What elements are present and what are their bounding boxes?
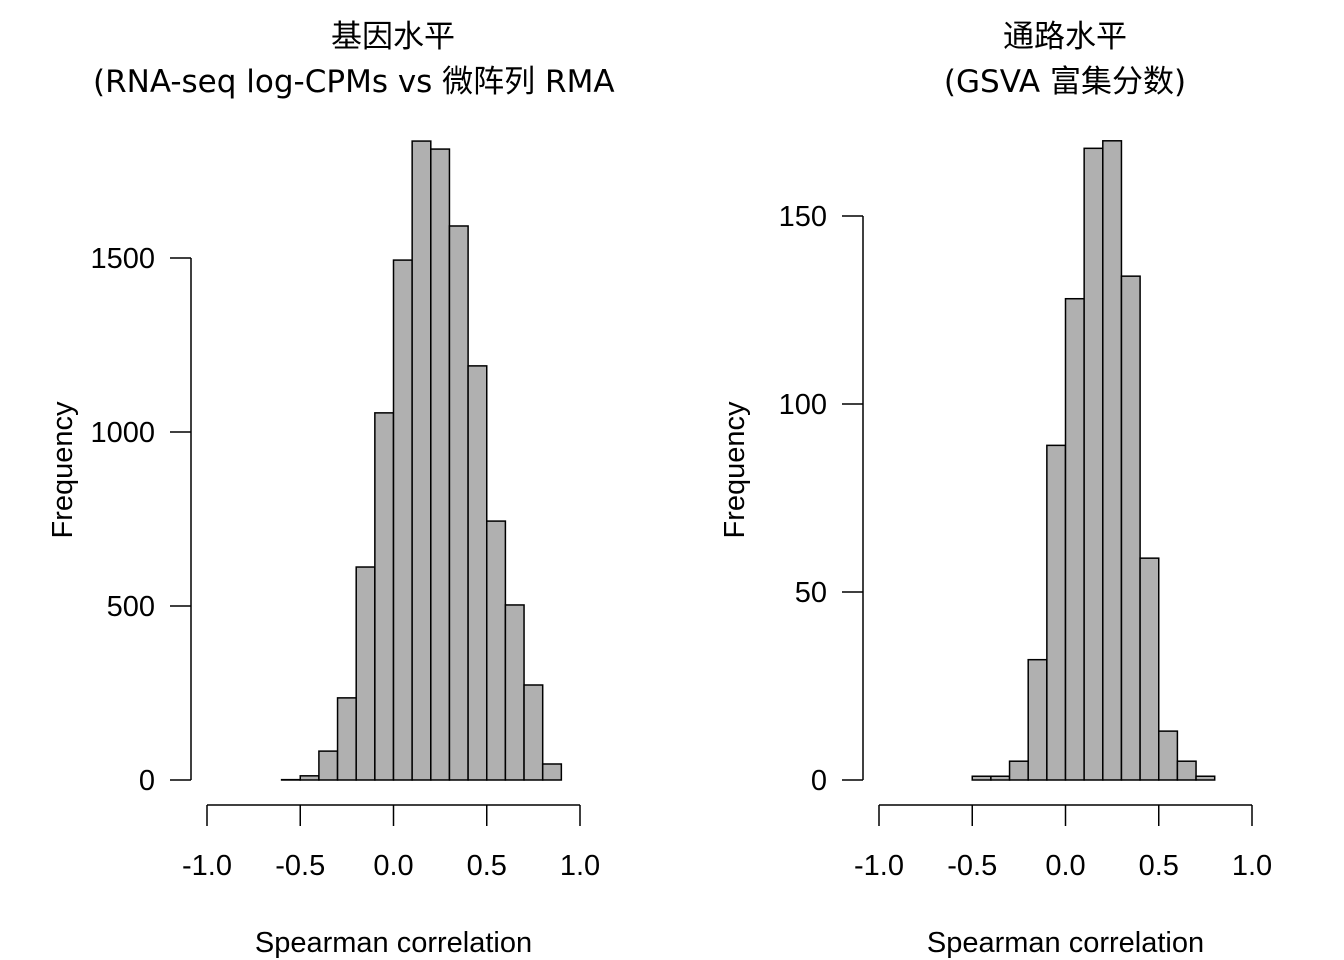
x-tick-label: 0.0 bbox=[1045, 850, 1085, 882]
panel-pathway-level: 通路水平 (GSVA 富集分数) -1.0 -0.5 0.0 0.5 1.0 0 50 100… bbox=[719, 19, 1272, 959]
x-axis-label: Spearman correlation bbox=[927, 927, 1204, 959]
histogram-bar bbox=[1102, 140, 1123, 781]
y-axis-label: Frequency bbox=[47, 401, 79, 539]
y-tick-label: 100 bbox=[779, 389, 827, 421]
x-tick-label: -1.0 bbox=[854, 850, 904, 882]
x-tick-label: -0.5 bbox=[275, 850, 325, 882]
x-tick-label: -0.5 bbox=[947, 850, 997, 882]
histogram-bar bbox=[336, 697, 357, 781]
histogram-bar bbox=[1008, 760, 1029, 781]
y-tick-label: 1000 bbox=[90, 417, 155, 449]
histogram-bar bbox=[1027, 658, 1048, 781]
histogram-bar bbox=[411, 140, 432, 781]
histogram-bar bbox=[430, 148, 451, 781]
histogram-bar bbox=[541, 763, 563, 781]
histogram-bar bbox=[318, 750, 339, 781]
histogram-bar bbox=[486, 520, 507, 781]
histogram-bar bbox=[504, 604, 525, 781]
histogram-bar bbox=[1083, 147, 1104, 781]
y-tick-label: 50 bbox=[795, 577, 827, 609]
panel-gene-level: 基因水平 (RNA-seq log-CPMs vs 微阵列 RMA -1.0 -0… bbox=[47, 19, 615, 959]
histogram-bar bbox=[990, 775, 1011, 781]
histogram-bar bbox=[971, 775, 992, 781]
x-tick-label: 0.0 bbox=[373, 850, 413, 882]
y-tick-label: 0 bbox=[139, 765, 155, 797]
chart-title: 基因水平 bbox=[331, 19, 455, 55]
histogram-bar bbox=[523, 684, 544, 781]
histogram-bar bbox=[374, 412, 395, 781]
histogram-bar bbox=[1064, 297, 1085, 781]
x-tick-label: 0.5 bbox=[467, 850, 507, 882]
chart-subtitle: (GSVA 富集分数) bbox=[944, 64, 1186, 100]
y-tick-label: 150 bbox=[779, 201, 827, 233]
histogram-bar bbox=[355, 566, 376, 781]
chart-subtitle: (RNA-seq log-CPMs vs 微阵列 RMA bbox=[93, 64, 615, 100]
x-tick-label: -1.0 bbox=[182, 850, 232, 882]
x-tick-label: 0.5 bbox=[1139, 850, 1179, 882]
histogram-bar bbox=[1195, 775, 1216, 781]
histogram-bar bbox=[299, 775, 320, 781]
y-tick-label: 0 bbox=[811, 765, 827, 797]
x-tick-label: 1.0 bbox=[560, 850, 600, 882]
histogram-bar bbox=[1139, 557, 1160, 781]
y-axis-label: Frequency bbox=[719, 401, 751, 539]
histogram-bar bbox=[1176, 760, 1197, 781]
histogram-bar bbox=[448, 225, 469, 781]
chart-title: 通路水平 bbox=[1003, 19, 1127, 55]
histogram-bar bbox=[467, 365, 488, 781]
x-tick-label: 1.0 bbox=[1232, 850, 1272, 882]
histogram-bar bbox=[1120, 275, 1141, 781]
histogram-bar bbox=[1046, 444, 1067, 781]
histogram-bar bbox=[392, 259, 413, 781]
x-axis-label: Spearman correlation bbox=[255, 927, 532, 959]
y-tick-label: 1500 bbox=[90, 243, 155, 275]
histogram-bar bbox=[1158, 730, 1179, 781]
y-tick-label: 500 bbox=[107, 591, 155, 623]
